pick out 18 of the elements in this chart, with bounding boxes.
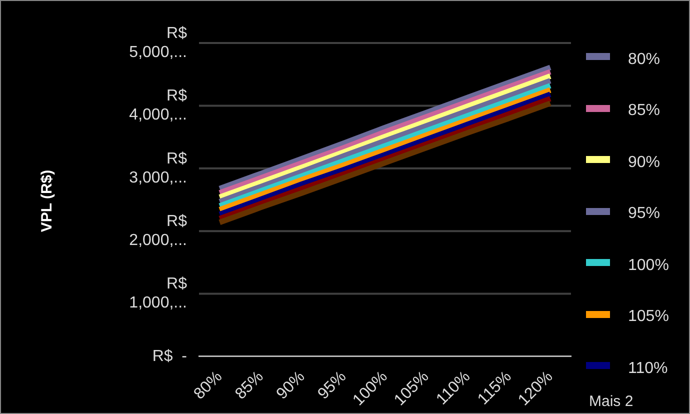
x-tick-label: 85% (232, 368, 267, 403)
x-tick-label: 80% (190, 368, 226, 403)
x-tick-label: 95% (314, 368, 350, 403)
legend-label: 90% (628, 154, 660, 172)
text: R$ - (152, 348, 187, 365)
legend-label: 95% (628, 205, 660, 224)
text: R$ 5,000,... (129, 24, 188, 61)
text: R$ 2,000,... (129, 213, 188, 249)
x-tick-label: 90% (274, 368, 308, 403)
text: R$ 3,000,... (129, 150, 188, 186)
text: R$ 4,000,... (129, 88, 188, 124)
text: VPL (R$) (38, 170, 56, 232)
legend-label: 85% (628, 102, 660, 120)
legend-label: 80% (628, 50, 660, 69)
text: R$ 1,000,... (129, 276, 188, 312)
legend-label: 105% (628, 308, 669, 326)
legend-label: 100% (628, 256, 669, 275)
text: Mais 2 (589, 393, 634, 410)
